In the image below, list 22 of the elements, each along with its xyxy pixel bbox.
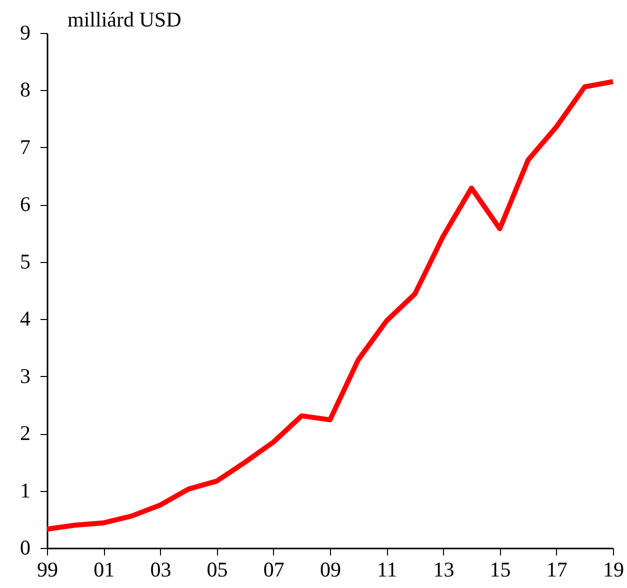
- y-tick-label: 2: [20, 421, 30, 446]
- y-tick-label: 4: [20, 306, 31, 331]
- y-tick-label: 5: [20, 249, 30, 274]
- x-tick-label: 11: [376, 558, 398, 582]
- y-tick-label: 9: [20, 20, 30, 44]
- y-tick-label: 3: [20, 364, 30, 388]
- x-tick-label: 03: [150, 558, 172, 582]
- x-tick-label: 13: [433, 558, 454, 582]
- y-tick-label: 8: [20, 78, 30, 102]
- x-tick-label: 05: [206, 558, 228, 582]
- y-tick-label: 6: [20, 192, 30, 216]
- x-tick-label: 15: [490, 558, 511, 582]
- y-axis-title: milliárd USD: [68, 8, 182, 32]
- y-tick-label: 7: [20, 134, 30, 159]
- y-tick-label: 1: [20, 478, 30, 502]
- x-tick-label: 19: [603, 558, 624, 582]
- x-tick-label: 09: [320, 558, 341, 582]
- x-tick-label: 17: [546, 558, 568, 582]
- x-tick-label: 99: [37, 558, 58, 582]
- x-tick-label: 01: [94, 558, 115, 582]
- x-tick-label: 07: [263, 558, 284, 582]
- y-tick-label: 0: [20, 536, 30, 560]
